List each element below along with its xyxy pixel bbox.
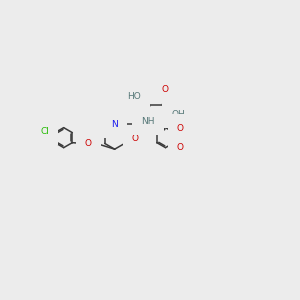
Text: O: O (143, 116, 150, 125)
Text: Cl: Cl (40, 127, 50, 136)
Text: NH: NH (141, 117, 154, 126)
Text: O: O (177, 124, 184, 133)
Text: OH: OH (172, 110, 185, 119)
Text: O: O (162, 85, 169, 94)
Text: O: O (132, 134, 139, 143)
Text: O: O (85, 139, 92, 148)
Text: O: O (177, 143, 184, 152)
Text: N: N (111, 120, 118, 129)
Text: HO: HO (128, 92, 141, 100)
